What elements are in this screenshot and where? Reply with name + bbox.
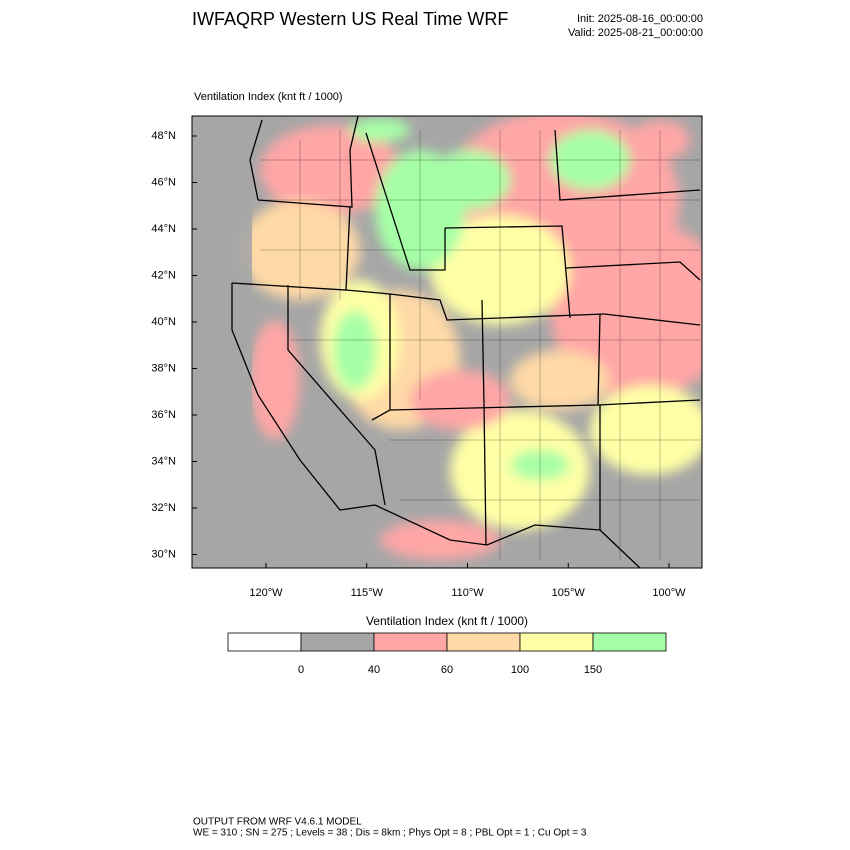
colorbar-box bbox=[373, 632, 448, 652]
map-label: Ventilation Index (knt ft / 1000) bbox=[194, 91, 343, 103]
lat-label: 42°N bbox=[151, 269, 176, 281]
colorbar-box bbox=[519, 632, 594, 652]
colorbar-box bbox=[592, 632, 667, 652]
state-lines bbox=[231, 116, 701, 568]
lon-label: 105°W bbox=[552, 587, 586, 599]
lat-label: 34°N bbox=[151, 455, 176, 467]
lon-label: 100°W bbox=[652, 587, 686, 599]
lat-label: 48°N bbox=[151, 130, 176, 142]
lat-label: 44°N bbox=[151, 223, 176, 235]
map bbox=[192, 116, 702, 568]
colorbar-label: 100 bbox=[511, 664, 529, 676]
footer-line: OUTPUT FROM WRF V4.6.1 MODEL bbox=[193, 817, 362, 828]
lat-label: 30°N bbox=[151, 548, 176, 560]
colorbar-label: 60 bbox=[441, 664, 453, 676]
colorbar-label: 150 bbox=[584, 664, 602, 676]
county-lines bbox=[260, 130, 700, 560]
colorbar-box bbox=[227, 632, 302, 652]
lon-label: 120°W bbox=[249, 587, 283, 599]
lat-label: 46°N bbox=[151, 176, 176, 188]
lat-label: 40°N bbox=[151, 316, 176, 328]
init-time: Init: 2025-08-16_00:00:00 bbox=[577, 13, 703, 25]
colorbar-title: Ventilation Index (knt ft / 1000) bbox=[366, 614, 528, 628]
footer-line: WE = 310 ; SN = 275 ; Levels = 38 ; Dis … bbox=[193, 828, 587, 839]
lon-label: 110°W bbox=[451, 587, 484, 599]
map-frame bbox=[191, 115, 703, 569]
colorbar-label: 40 bbox=[368, 664, 380, 676]
valid-time: Valid: 2025-08-21_00:00:00 bbox=[568, 27, 703, 39]
colorbar-box bbox=[446, 632, 521, 652]
lat-label: 32°N bbox=[151, 502, 176, 514]
colorbar-box bbox=[300, 632, 375, 652]
lat-label: 36°N bbox=[151, 409, 176, 421]
lon-label: 115°W bbox=[351, 587, 384, 599]
colorbar-label: 0 bbox=[298, 664, 304, 676]
lat-label: 38°N bbox=[151, 362, 176, 374]
title: IWFAQRP Western US Real Time WRF bbox=[192, 9, 508, 29]
